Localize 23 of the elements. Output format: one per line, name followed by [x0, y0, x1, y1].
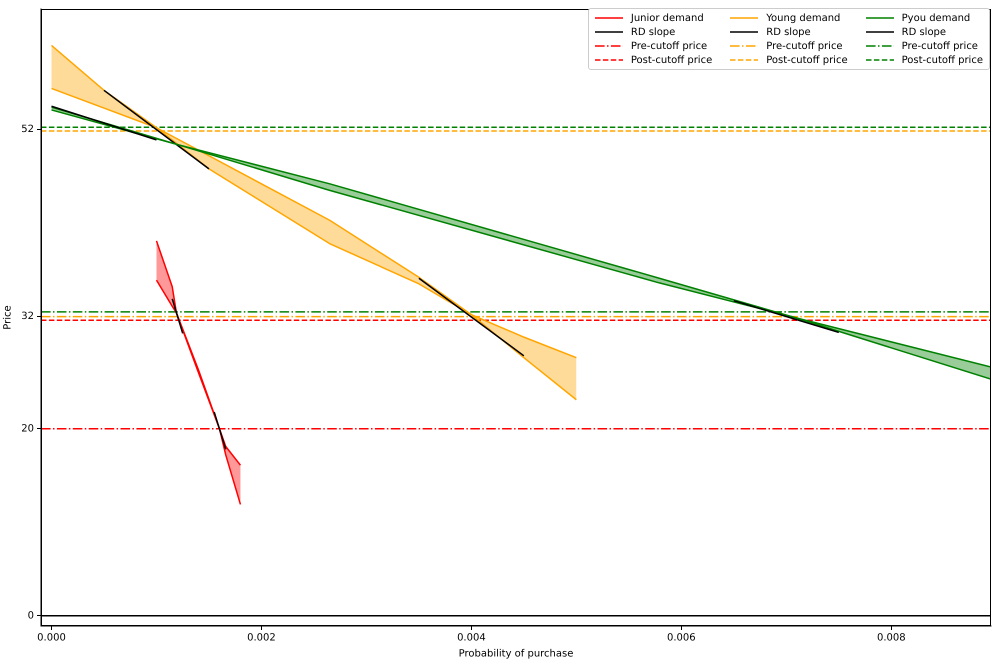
legend-label: Post-cutoff price	[902, 54, 983, 66]
y-tick-label: 0	[28, 610, 34, 622]
x-axis-title: Probability of purchase	[458, 648, 574, 660]
x-tick-label: 0.006	[667, 632, 696, 644]
legend-label: Pre-cutoff price	[902, 40, 978, 52]
y-tick-label: 20	[21, 423, 34, 434]
legend-label: Pre-cutoff price	[630, 40, 708, 52]
x-tick-label: 0.008	[876, 632, 906, 644]
legend-label: Young demand	[766, 12, 840, 24]
y-tick-label: 32	[21, 311, 34, 322]
x-tick-label: 0.002	[247, 632, 276, 644]
legend-label: Junior demand	[630, 12, 704, 24]
legend-label: RD slope	[766, 26, 811, 38]
y-tick-label: 52	[21, 124, 34, 136]
x-tick-label: 0.000	[37, 632, 66, 644]
legend-label: RD slope	[630, 26, 676, 38]
legend-label: Pre-cutoff price	[766, 40, 843, 52]
legend-label: Pyou demand	[902, 12, 970, 24]
y-axis-title: Price	[2, 305, 14, 330]
x-tick-label: 0.004	[457, 632, 486, 644]
legend-label: RD slope	[902, 26, 946, 38]
legend-label: Post-cutoff price	[630, 54, 712, 66]
legend-label: Post-cutoff price	[766, 54, 848, 66]
